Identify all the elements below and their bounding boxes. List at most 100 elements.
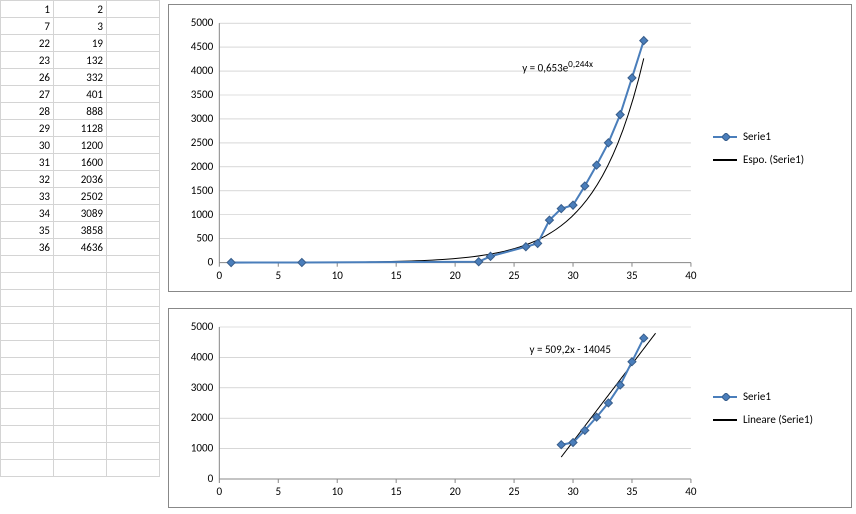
table-cell[interactable] — [1, 256, 54, 273]
table-cell[interactable]: 27 — [1, 86, 54, 103]
table-cell[interactable] — [107, 273, 160, 290]
table-cell[interactable]: 4636 — [54, 239, 107, 256]
table-cell[interactable]: 26 — [1, 69, 54, 86]
table-cell[interactable] — [1, 426, 54, 443]
table-cell[interactable]: 1600 — [54, 154, 107, 171]
table-cell[interactable]: 2502 — [54, 188, 107, 205]
table-cell[interactable] — [107, 171, 160, 188]
table-cell[interactable]: 33 — [1, 188, 54, 205]
table-cell[interactable] — [54, 375, 107, 392]
table-cell[interactable] — [107, 69, 160, 86]
table-cell[interactable] — [54, 324, 107, 341]
table-cell[interactable] — [107, 256, 160, 273]
table-cell[interactable] — [107, 86, 160, 103]
table-cell[interactable]: 3858 — [54, 222, 107, 239]
table-cell[interactable] — [107, 426, 160, 443]
table-cell[interactable] — [1, 392, 54, 409]
table-cell[interactable]: 31 — [1, 154, 54, 171]
table-cell[interactable] — [107, 222, 160, 239]
table-cell[interactable] — [107, 188, 160, 205]
svg-text:1000: 1000 — [191, 441, 214, 455]
table-cell[interactable] — [1, 341, 54, 358]
svg-text:1500: 1500 — [191, 183, 214, 197]
table-cell[interactable] — [54, 256, 107, 273]
table-cell[interactable] — [107, 341, 160, 358]
table-cell[interactable] — [107, 18, 160, 35]
chart1-legend: Serie1 Espo. (Serie1) — [701, 5, 851, 291]
table-cell[interactable]: 2036 — [54, 171, 107, 188]
svg-text:25: 25 — [508, 484, 519, 498]
table-cell[interactable] — [107, 392, 160, 409]
table-cell[interactable] — [54, 426, 107, 443]
table-cell[interactable] — [1, 358, 54, 375]
table-cell[interactable] — [107, 52, 160, 69]
table-cell[interactable] — [107, 375, 160, 392]
table-cell[interactable] — [1, 273, 54, 290]
table-cell[interactable] — [107, 35, 160, 52]
table-cell[interactable]: 36 — [1, 239, 54, 256]
table-cell[interactable] — [54, 392, 107, 409]
table-cell[interactable] — [54, 460, 107, 477]
table-cell[interactable]: 1128 — [54, 120, 107, 137]
legend-item-trend-expo: Espo. (Serie1) — [713, 153, 851, 166]
legend-trend-label: Espo. (Serie1) — [743, 153, 804, 166]
chart2-legend: Serie1 Lineare (Serie1) — [701, 309, 851, 507]
table-cell[interactable] — [54, 273, 107, 290]
table-cell[interactable]: 888 — [54, 103, 107, 120]
table-cell[interactable]: 22 — [1, 35, 54, 52]
table-cell[interactable]: 1 — [1, 1, 54, 18]
table-cell[interactable] — [107, 324, 160, 341]
table-cell[interactable]: 29 — [1, 120, 54, 137]
svg-text:4500: 4500 — [191, 39, 214, 53]
table-cell[interactable] — [107, 443, 160, 460]
table-cell[interactable] — [1, 460, 54, 477]
table-cell[interactable] — [54, 358, 107, 375]
table-cell[interactable] — [1, 409, 54, 426]
table-cell[interactable] — [107, 307, 160, 324]
table-cell[interactable]: 132 — [54, 52, 107, 69]
table-cell[interactable]: 7 — [1, 18, 54, 35]
table-cell[interactable]: 2 — [54, 1, 107, 18]
table-cell[interactable] — [1, 307, 54, 324]
table-cell[interactable]: 23 — [1, 52, 54, 69]
table-cell[interactable] — [1, 375, 54, 392]
table-cell[interactable] — [107, 409, 160, 426]
table-cell[interactable] — [54, 290, 107, 307]
table-cell[interactable]: 401 — [54, 86, 107, 103]
table-cell[interactable]: 332 — [54, 69, 107, 86]
table-cell[interactable] — [1, 324, 54, 341]
table-cell[interactable] — [107, 154, 160, 171]
svg-text:2000: 2000 — [191, 410, 214, 424]
table-cell[interactable] — [54, 409, 107, 426]
table-cell[interactable] — [1, 290, 54, 307]
table-cell[interactable]: 32 — [1, 171, 54, 188]
table-cell[interactable]: 34 — [1, 205, 54, 222]
table-cell[interactable]: 3 — [54, 18, 107, 35]
table-cell[interactable] — [107, 290, 160, 307]
svg-text:25: 25 — [508, 268, 519, 282]
table-cell[interactable]: 1200 — [54, 137, 107, 154]
svg-text:5: 5 — [275, 268, 281, 282]
svg-text:4000: 4000 — [191, 63, 214, 77]
table-cell[interactable] — [107, 460, 160, 477]
table-cell[interactable]: 19 — [54, 35, 107, 52]
table-cell[interactable]: 28 — [1, 103, 54, 120]
table-cell[interactable] — [1, 443, 54, 460]
table-cell[interactable] — [107, 205, 160, 222]
table-cell[interactable] — [54, 341, 107, 358]
table-cell[interactable] — [107, 137, 160, 154]
table-cell[interactable]: 35 — [1, 222, 54, 239]
table-cell[interactable] — [54, 443, 107, 460]
table-cell[interactable] — [107, 103, 160, 120]
table-cell[interactable] — [107, 358, 160, 375]
trendline-equation-expo: y = 0,653e0,244x — [522, 59, 593, 75]
table-cell[interactable] — [107, 1, 160, 18]
svg-text:2500: 2500 — [191, 135, 214, 149]
table-cell[interactable]: 3089 — [54, 205, 107, 222]
table-cell[interactable] — [54, 307, 107, 324]
svg-text:35: 35 — [626, 268, 637, 282]
table-cell[interactable] — [107, 239, 160, 256]
table-cell[interactable]: 30 — [1, 137, 54, 154]
table-cell[interactable] — [107, 120, 160, 137]
svg-text:30: 30 — [567, 484, 579, 498]
